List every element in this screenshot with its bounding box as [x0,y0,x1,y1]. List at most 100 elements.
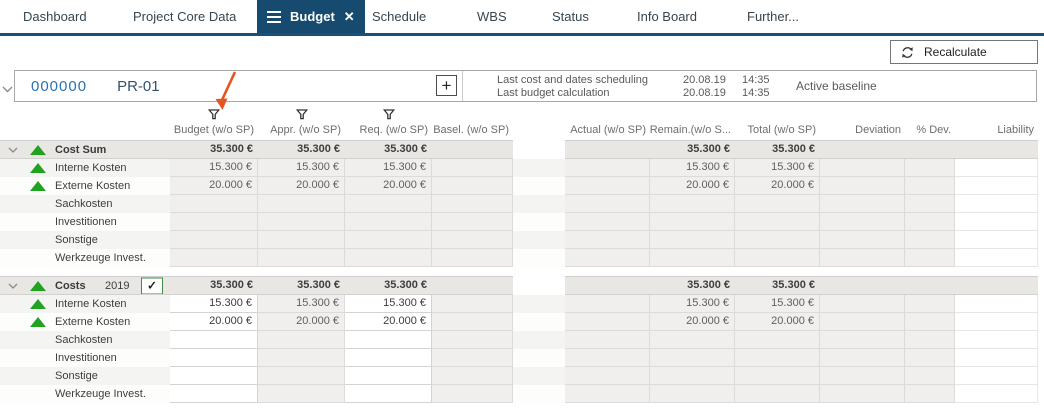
row-label: Externe Kosten [55,316,131,328]
cell-appr: 20.000 € [258,313,345,331]
cell-actual [565,213,650,231]
cell-req[interactable]: 15.300 € [345,295,432,313]
cell-remain [650,249,735,267]
cell-remain: 15.300 € [650,159,735,177]
summary-cell-actual [565,140,650,159]
cell-total [735,213,820,231]
column-header-req[interactable]: Req. (w/o SP) [345,104,432,138]
gap-cell [513,295,565,313]
row-label: Sonstige [55,370,98,382]
row-label-cell: Externe Kosten [25,177,170,195]
row-label-cell: Interne Kosten [25,159,170,177]
cell-remain: 20.000 € [650,313,735,331]
column-header-deviation[interactable]: Deviation [820,104,905,138]
recalculate-button[interactable]: Recalculate [890,40,1038,64]
cell-budget: 20.000 € [170,177,258,195]
cell-req[interactable] [345,349,432,367]
cell-total [735,231,820,249]
cell-req[interactable] [345,385,432,403]
cell-deviation [820,213,905,231]
gap-cell [513,276,565,295]
table-row: Externe Kosten 20.000 €20.000 €20.000 €20… [0,177,1038,195]
cell-appr [258,231,345,249]
column-header-pdev[interactable]: % Dev. [905,104,955,138]
row-gutter [0,385,25,403]
column-header-total[interactable]: Total (w/o SP) [735,104,820,138]
filter-icon[interactable] [207,107,221,125]
gap-cell [513,177,565,195]
project-collapse-chevron-icon[interactable] [2,80,13,98]
status-triangle-icon [30,280,46,291]
tab-close-icon[interactable]: ✕ [343,9,355,24]
cell-actual [565,249,650,267]
filter-icon[interactable] [295,107,308,125]
gap-cell [513,195,565,213]
cell-remain [650,213,735,231]
column-header-actual[interactable]: Actual (w/o SP) [565,104,650,138]
block-title-cell: Costs 2019 ✓ [25,276,170,295]
summary-cell-remain: 35.300 € [650,140,735,159]
summary-cell-actual [565,276,650,295]
row-gutter [0,349,25,367]
cell-budget [170,231,258,249]
tab-dashboard[interactable]: Dashboard [23,0,87,33]
column-header-basel[interactable]: Basel. (w/o SP) [432,104,513,138]
tab-menu-icon[interactable] [267,10,281,23]
cell-remain: 20.000 € [650,177,735,195]
summary-cell-total: 35.300 € [735,276,820,295]
cell-appr [258,331,345,349]
cell-appr [258,385,345,403]
cell-actual [565,177,650,195]
tab-label: Schedule [372,9,427,24]
column-header-budget[interactable]: Budget (w/o SP) [170,104,258,138]
tab-schedule[interactable]: Schedule [372,0,426,33]
cell-budget[interactable] [170,367,258,385]
cell-req[interactable] [345,367,432,385]
add-button[interactable]: + [436,75,457,96]
tab-further[interactable]: Further... [747,0,799,33]
block-collapse-chevron-icon[interactable] [0,140,25,159]
cell-total: 20.000 € [735,177,820,195]
scheduling-time: 14:35 [742,73,770,86]
cell-liability [955,385,1038,403]
cell-liability [955,195,1038,213]
cell-req[interactable] [345,331,432,349]
recalculate-icon [900,45,915,60]
column-header-label: % Dev. [916,124,951,136]
column-header-remain[interactable]: Remain.(w/o S... [650,104,735,138]
cell-budget: 15.300 € [170,159,258,177]
block-collapse-chevron-icon[interactable] [0,276,25,295]
column-header-row: Budget (w/o SP) Appr. (w/o SP) Req. (w/o S… [0,104,1038,138]
cell-actual [565,159,650,177]
cell-budget[interactable] [170,385,258,403]
cell-budget[interactable] [170,349,258,367]
tab-info-board[interactable]: Info Board [637,0,697,33]
tab-status[interactable]: Status [552,0,589,33]
header-label-spacer [25,104,170,138]
budget-calc-time: 14:35 [742,86,770,99]
tab-label: Project Core Data [133,9,237,24]
column-header-label: Req. (w/o SP) [359,124,428,136]
tab-project-core-data[interactable]: Project Core Data [133,0,236,33]
cell-pdev [905,159,955,177]
header-gutter [0,104,25,138]
cell-deviation [820,295,905,313]
cell-budget[interactable] [170,331,258,349]
cell-budget[interactable]: 20.000 € [170,313,258,331]
filter-icon[interactable] [382,107,395,125]
tab-budget[interactable]: Budget ✕ [257,0,365,33]
column-header-appr[interactable]: Appr. (w/o SP) [258,104,345,138]
column-header-label: Appr. (w/o SP) [270,124,341,136]
block-checkbox[interactable]: ✓ [141,277,163,294]
cell-pdev [905,349,955,367]
column-header-label: Remain.(w/o S... [649,124,731,136]
cell-basel [432,331,513,349]
tab-wbs[interactable]: WBS [477,0,507,33]
table-row: Werkzeuge Invest. [0,385,1038,403]
cell-basel [432,249,513,267]
column-header-liability[interactable]: Liability [955,104,1038,138]
cell-req[interactable]: 20.000 € [345,313,432,331]
cell-budget[interactable]: 15.300 € [170,295,258,313]
cell-basel [432,213,513,231]
tab-label: Info Board [637,9,697,24]
